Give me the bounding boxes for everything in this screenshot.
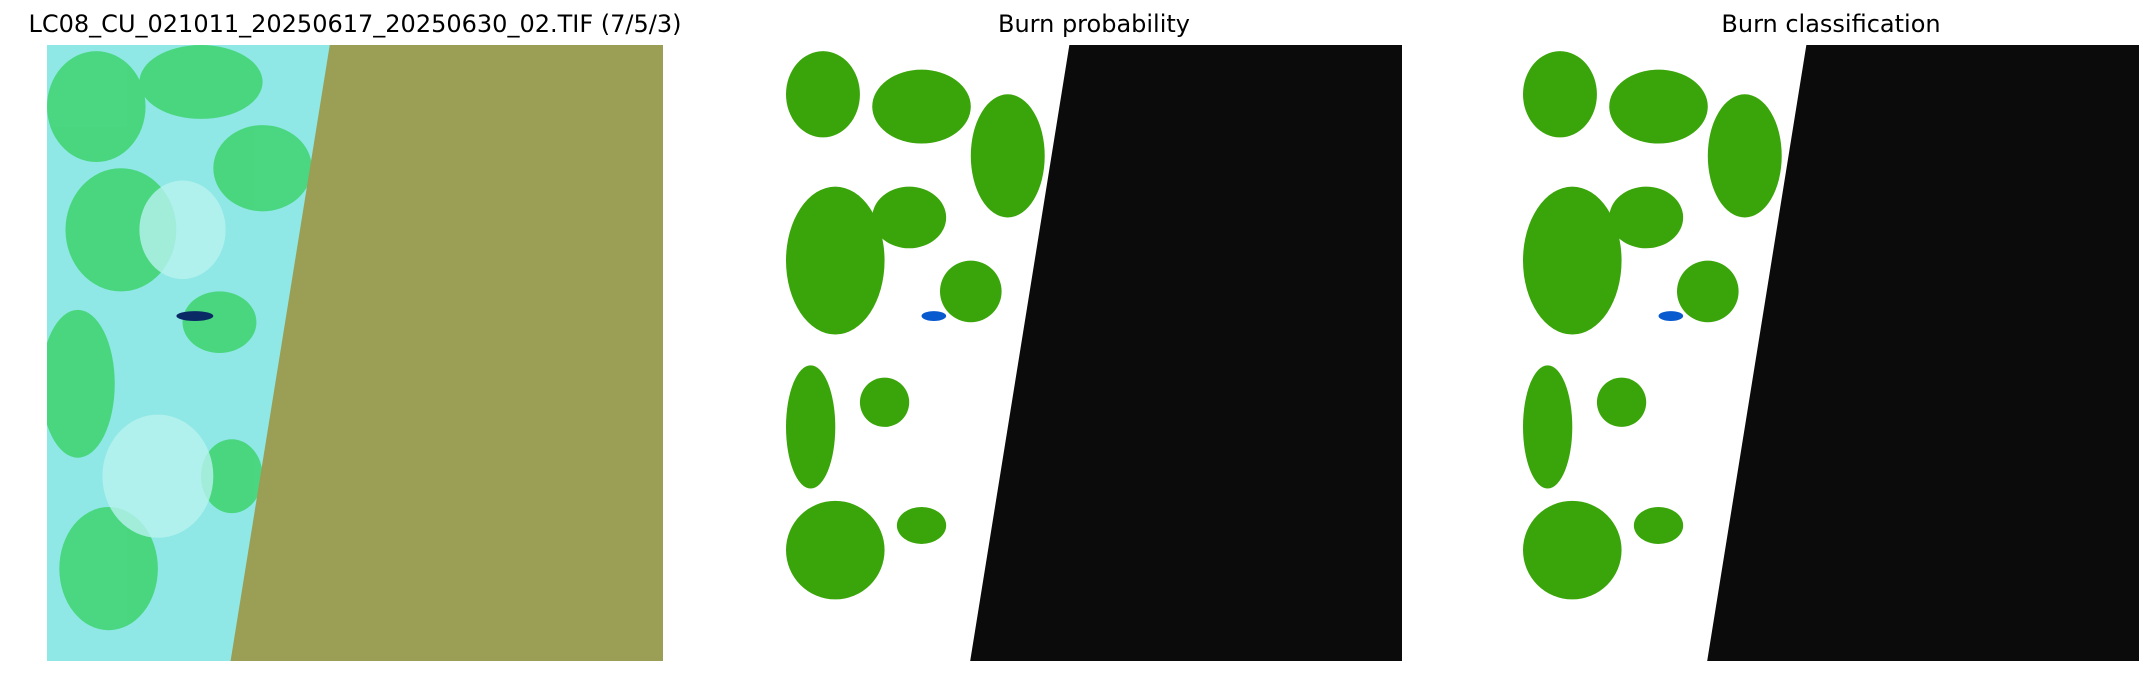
panel-title: LC08_CU_021011_20250617_20250630_02.TIF … — [28, 10, 682, 38]
composite-image — [47, 45, 663, 661]
panel-title: Burn classification — [1721, 10, 1941, 38]
classification-image — [1523, 45, 2139, 661]
panel-title: Burn probability — [997, 10, 1190, 38]
probability-image — [786, 45, 1402, 661]
